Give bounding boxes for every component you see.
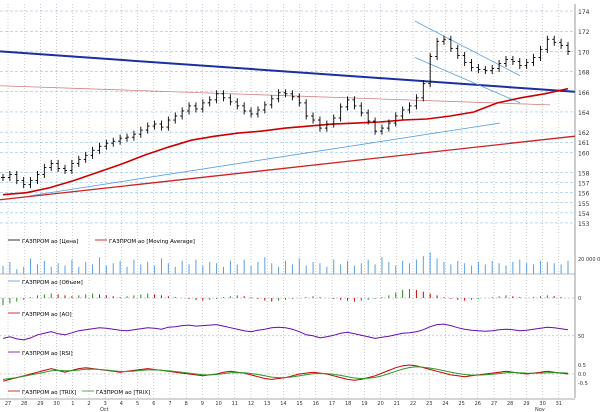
legend-rsi: ГАЗПРОМ ao [RSI] bbox=[22, 351, 73, 357]
channel-lower-line bbox=[414, 57, 521, 104]
x-tick-label: 28 bbox=[21, 401, 27, 407]
price-tick-label: 156 bbox=[578, 191, 590, 198]
legend-trix2: ГАЗПРОМ ao [TRIX] bbox=[96, 390, 150, 396]
trix-line-2 bbox=[2, 366, 569, 380]
month-label: Oct bbox=[100, 407, 109, 412]
x-tick-label: 1 bbox=[71, 401, 74, 407]
trendline-light-blue bbox=[29, 122, 501, 197]
rsi-line bbox=[2, 323, 569, 341]
x-tick-label: 12 bbox=[248, 401, 254, 407]
legend-ma: ГАЗПРОМ ao [Moving Average] bbox=[109, 239, 195, 245]
price-pane bbox=[0, 20, 576, 201]
volume-pane bbox=[0, 252, 575, 275]
trix-tick-label: 0.5 bbox=[578, 363, 586, 369]
x-tick-label: 27 bbox=[5, 401, 11, 407]
x-tick-label: 17 bbox=[329, 401, 335, 407]
x-tick-label: 27 bbox=[491, 401, 497, 407]
axes: 1741721701681661641621611601581571561551… bbox=[0, 4, 600, 412]
x-tick-label: 15 bbox=[296, 401, 302, 407]
x-tick-label: 16 bbox=[313, 401, 319, 407]
x-tick-label: 23 bbox=[426, 401, 432, 407]
ao-tick-label: 0 bbox=[578, 296, 581, 302]
x-tick-label: 31 bbox=[556, 401, 562, 407]
x-tick-label: 8 bbox=[185, 401, 188, 407]
x-tick-label: 21 bbox=[394, 401, 400, 407]
x-tick-label: 5 bbox=[136, 401, 139, 407]
legend-trix1: ГАЗПРОМ ao [TRIX] bbox=[22, 390, 76, 396]
x-tick-label: 24 bbox=[442, 401, 448, 407]
trix-tick-label: -0.5 bbox=[578, 381, 588, 387]
price-tick-label: 168 bbox=[578, 70, 590, 77]
x-tick-label: 19 bbox=[361, 401, 367, 407]
moving-average-line bbox=[2, 87, 569, 196]
legends: ГАЗПРОМ ao [Цена] ГАЗПРОМ ao [Moving Aver… bbox=[8, 239, 195, 396]
legend-volume: ГАЗПРОМ ao [Объем] bbox=[22, 280, 83, 286]
price-tick-label: 172 bbox=[578, 29, 590, 36]
x-tick-label: 2 bbox=[87, 401, 90, 407]
x-tick-label: 30 bbox=[53, 401, 59, 407]
trix-pane bbox=[0, 364, 575, 382]
trix-tick-label: 0.0 bbox=[578, 372, 586, 378]
price-tick-label: 155 bbox=[578, 201, 590, 208]
channel-upper-line bbox=[414, 20, 521, 76]
trendline-pink bbox=[0, 85, 551, 106]
ao-pane bbox=[0, 289, 575, 306]
x-tick-label: 6 bbox=[152, 401, 155, 407]
x-tick-label: 7 bbox=[168, 401, 171, 407]
price-tick-label: 164 bbox=[578, 110, 590, 117]
x-tick-label: 28 bbox=[507, 401, 513, 407]
x-tick-label: 29 bbox=[523, 401, 529, 407]
volume-tick-label: 20 000 0 bbox=[578, 257, 600, 263]
price-tick-label: 161 bbox=[578, 140, 590, 147]
x-tick-label: 29 bbox=[37, 401, 43, 407]
price-tick-label: 153 bbox=[578, 221, 590, 228]
x-tick-label: 10 bbox=[215, 401, 221, 407]
x-tick-label: 30 bbox=[539, 401, 545, 407]
price-tick-label: 162 bbox=[578, 130, 590, 137]
rsi-tick-label: 50 bbox=[578, 334, 584, 340]
price-tick-label: 166 bbox=[578, 90, 590, 97]
price-tick-label: 160 bbox=[578, 150, 590, 157]
x-tick-label: 9 bbox=[201, 401, 204, 407]
x-tick-label: 3 bbox=[104, 401, 107, 407]
legend-price: ГАЗПРОМ ao [Цена] bbox=[22, 239, 78, 245]
x-tick-label: 20 bbox=[377, 401, 383, 407]
price-tick-label: 174 bbox=[578, 9, 590, 16]
x-tick-label: 25 bbox=[458, 401, 464, 407]
x-tick-label: 22 bbox=[410, 401, 416, 407]
x-tick-label: 11 bbox=[232, 401, 238, 407]
x-tick-label: 26 bbox=[475, 401, 481, 407]
rsi-pane bbox=[0, 323, 575, 341]
price-tick-label: 157 bbox=[578, 181, 590, 188]
month-label: Nov bbox=[535, 407, 545, 412]
legend-ao: ГАЗПРОМ ao [AO] bbox=[22, 312, 72, 318]
trendline-red-support bbox=[0, 135, 576, 201]
x-tick-label: 4 bbox=[120, 401, 123, 407]
price-tick-label: 170 bbox=[578, 49, 590, 56]
price-tick-label: 158 bbox=[578, 171, 590, 178]
x-tick-label: 14 bbox=[280, 401, 286, 407]
x-tick-label: 18 bbox=[345, 401, 351, 407]
x-tick-label: 13 bbox=[264, 401, 270, 407]
price-tick-label: 154 bbox=[578, 211, 590, 218]
